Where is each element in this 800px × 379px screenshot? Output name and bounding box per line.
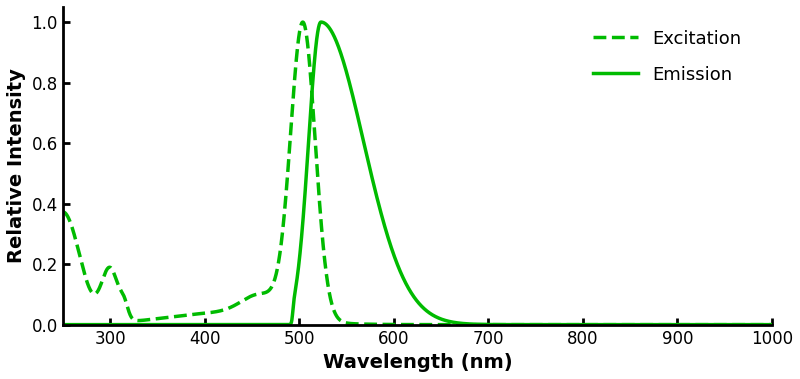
Excitation [587,323,597,327]
Excitation [519,323,529,327]
X-axis label: Wavelength (nm): Wavelength (nm) [322,353,512,372]
Excitation [298,20,307,24]
Emission [483,322,493,327]
Legend: Excitation, Emission: Excitation, Emission [586,22,749,91]
Line: Excitation: Excitation [62,22,772,325]
Excitation [58,210,67,214]
Excitation [767,323,777,327]
Emission [519,323,529,327]
Emission [329,33,338,38]
Y-axis label: Relative Intensity: Relative Intensity [7,68,26,263]
Emission [58,323,67,327]
Excitation [642,323,651,327]
Excitation [329,308,338,313]
Excitation [483,323,493,327]
Line: Emission: Emission [62,22,772,325]
Emission [767,323,777,327]
Emission [642,323,651,327]
Excitation [186,312,196,317]
Emission [186,323,196,327]
Emission [316,20,326,24]
Emission [587,323,597,327]
